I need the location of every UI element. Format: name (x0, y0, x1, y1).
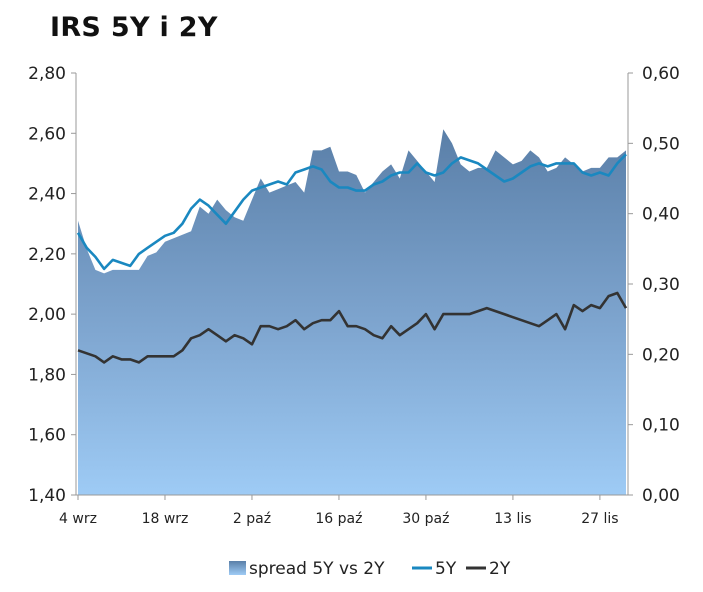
legend-label-spread: spread 5Y vs 2Y (249, 559, 385, 579)
legend-swatch-spread (229, 561, 246, 575)
left-tick-label: 2,80 (28, 64, 66, 84)
right-tick-label: 0,20 (642, 345, 680, 365)
left-tick-label: 1,60 (28, 426, 66, 446)
left-tick-label: 2,00 (28, 305, 66, 325)
right-tick-label: 0,00 (642, 486, 680, 506)
x-tick-label: 4 wrz (59, 511, 97, 527)
right-tick-label: 0,10 (642, 416, 680, 436)
right-tick-label: 0,30 (642, 275, 680, 295)
x-tick-label: 30 paź (402, 511, 449, 527)
left-tick-label: 2,60 (28, 124, 66, 144)
left-tick-label: 1,40 (28, 486, 66, 506)
right-tick-label: 0,60 (642, 64, 680, 84)
legend-label-2y: 2Y (489, 559, 511, 579)
x-tick-label: 2 paź (233, 511, 271, 527)
x-tick-label: 18 wrz (142, 511, 189, 527)
spread-area (78, 129, 626, 496)
chart-title: IRS 5Y i 2Y (50, 12, 218, 43)
x-tick-label: 27 lis (581, 511, 618, 527)
x-tick-label: 13 lis (494, 511, 531, 527)
left-tick-label: 2,40 (28, 185, 66, 205)
legend-label-5y: 5Y (435, 559, 457, 579)
right-tick-label: 0,40 (642, 205, 680, 225)
series-line-2y (77, 291, 628, 364)
left-tick-label: 2,20 (28, 245, 66, 265)
left-tick-label: 1,80 (28, 365, 66, 385)
right-tick-label: 0,50 (642, 134, 680, 154)
x-tick-label: 16 paź (315, 511, 362, 527)
series-line-5y (76, 153, 627, 271)
